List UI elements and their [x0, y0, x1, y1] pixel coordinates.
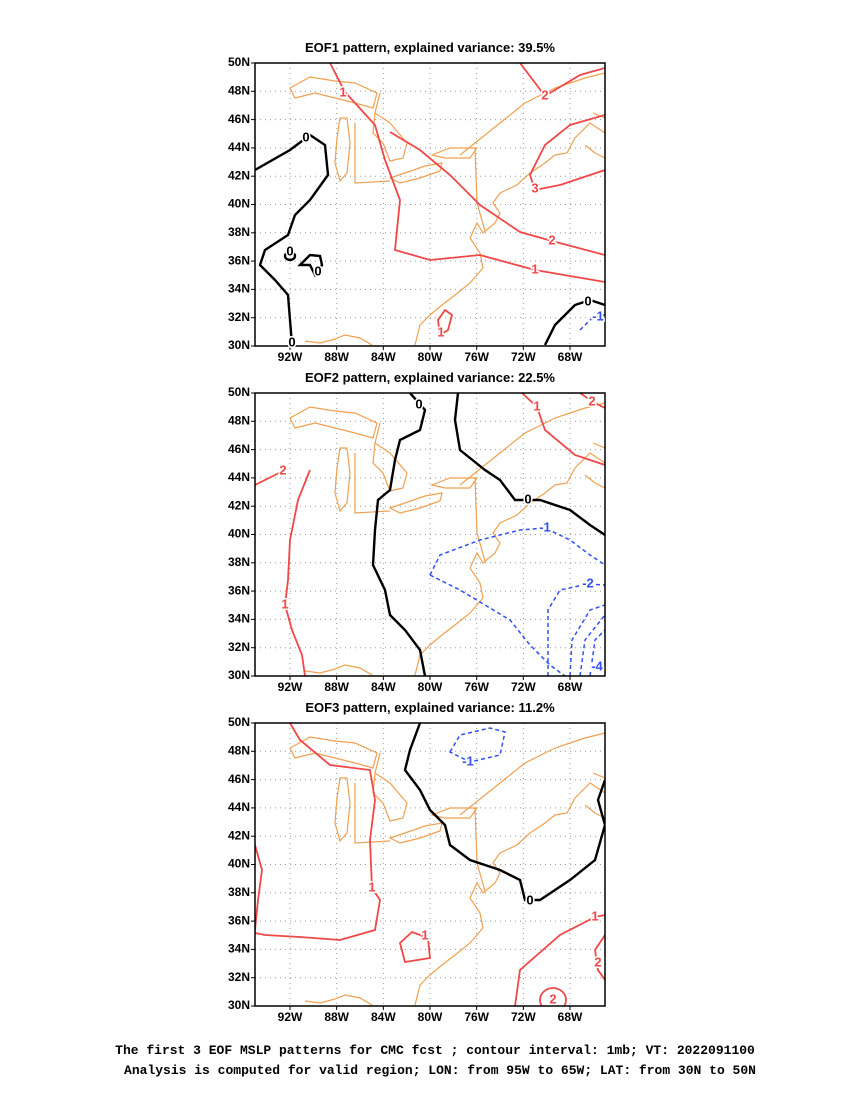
- contour-label: 1: [421, 927, 428, 942]
- y-tick-label: 44N: [228, 470, 250, 484]
- y-tick-label: 36N: [228, 253, 250, 267]
- y-tick-label: 48N: [228, 413, 250, 427]
- plot-frame: [254, 392, 606, 677]
- contour-label: 2: [279, 462, 286, 477]
- contour-label: 2: [548, 232, 555, 247]
- y-tick-label: 40N: [228, 197, 250, 211]
- y-tick-label: 30N: [228, 668, 250, 682]
- contour-label: -1: [592, 308, 604, 323]
- y-tick-label: 38N: [228, 225, 250, 239]
- panel-title: EOF3 pattern, explained variance: 11.2%: [305, 700, 555, 715]
- x-tick-label: 92W: [278, 350, 303, 364]
- contour-label: 1: [531, 261, 538, 276]
- y-tick-label: 42N: [228, 168, 250, 182]
- y-tick-label: 46N: [228, 772, 250, 786]
- x-tick-label: 80W: [418, 350, 443, 364]
- y-tick-label: 40N: [228, 527, 250, 541]
- x-tick-label: 76W: [464, 680, 489, 694]
- y-tick-label: 46N: [228, 112, 250, 126]
- contour-label: 1: [437, 324, 444, 339]
- contour-label: 3: [531, 180, 538, 195]
- y-tick-label: 32N: [228, 970, 250, 984]
- x-tick-label: 88W: [324, 350, 349, 364]
- y-tick-label: 44N: [228, 800, 250, 814]
- contour-label: 1: [591, 908, 598, 923]
- contour-label: 0: [524, 491, 531, 506]
- plot-frame: [254, 62, 606, 347]
- contour-label: 0: [302, 129, 309, 144]
- x-tick-label: 72W: [511, 680, 536, 694]
- panel-2-map: [255, 393, 605, 676]
- x-tick-label: 84W: [371, 680, 396, 694]
- plot-frame: [254, 722, 606, 1007]
- contour-label: -1: [539, 519, 551, 534]
- panel-3-map: [255, 723, 605, 1006]
- y-tick-label: 38N: [228, 885, 250, 899]
- y-tick-label: 36N: [228, 583, 250, 597]
- contour-label: 1: [281, 596, 288, 611]
- footer-line: Analysis is computed for valid region; L…: [124, 1063, 756, 1078]
- contour-label: 1: [533, 398, 540, 413]
- y-tick-label: 30N: [228, 338, 250, 352]
- y-tick-label: 46N: [228, 442, 250, 456]
- y-tick-label: 50N: [228, 55, 250, 69]
- x-tick-label: 88W: [324, 680, 349, 694]
- contour-label: 0: [288, 334, 295, 349]
- x-tick-label: 76W: [464, 350, 489, 364]
- y-tick-label: 44N: [228, 140, 250, 154]
- contour-label: 2: [594, 954, 601, 969]
- contour-label: 2: [541, 87, 548, 102]
- y-tick-label: 42N: [228, 828, 250, 842]
- y-tick-label: 48N: [228, 83, 250, 97]
- y-tick-label: 50N: [228, 715, 250, 729]
- contour-label: 0: [526, 892, 533, 907]
- footer-line: The first 3 EOF MSLP patterns for CMC fc…: [115, 1043, 755, 1058]
- contour-label: -4: [591, 658, 603, 673]
- contour-label: 1: [368, 879, 375, 894]
- x-tick-label: 80W: [418, 680, 443, 694]
- contour-label: -2: [582, 575, 594, 590]
- x-tick-label: 88W: [324, 1010, 349, 1024]
- y-tick-label: 36N: [228, 913, 250, 927]
- x-tick-label: 68W: [558, 1010, 583, 1024]
- y-tick-label: 50N: [228, 385, 250, 399]
- y-tick-label: 34N: [228, 942, 250, 956]
- y-tick-label: 34N: [228, 282, 250, 296]
- contour-label: 2: [549, 991, 556, 1006]
- x-tick-label: 68W: [558, 680, 583, 694]
- y-tick-label: 48N: [228, 743, 250, 757]
- contour-label: 0: [286, 243, 293, 258]
- panel-title: EOF2 pattern, explained variance: 22.5%: [305, 370, 555, 385]
- y-tick-label: 30N: [228, 998, 250, 1012]
- y-tick-label: 32N: [228, 640, 250, 654]
- contour-label: 0: [584, 293, 591, 308]
- contour-label: 1: [339, 84, 346, 99]
- contour-label: 0: [415, 396, 422, 411]
- x-tick-label: 68W: [558, 350, 583, 364]
- y-tick-label: 38N: [228, 555, 250, 569]
- panel-title: EOF1 pattern, explained variance: 39.5%: [305, 40, 555, 55]
- panel-1-map: [255, 63, 605, 345]
- y-tick-label: 34N: [228, 612, 250, 626]
- x-tick-label: 76W: [464, 1010, 489, 1024]
- x-tick-label: 84W: [371, 350, 396, 364]
- contour-label: 2: [588, 393, 595, 408]
- y-tick-label: 42N: [228, 498, 250, 512]
- x-tick-label: 92W: [278, 680, 303, 694]
- x-tick-label: 72W: [511, 1010, 536, 1024]
- x-tick-label: 84W: [371, 1010, 396, 1024]
- y-tick-label: 32N: [228, 310, 250, 324]
- contour-label: 0: [314, 263, 321, 278]
- contour-label: -1: [462, 753, 474, 768]
- x-tick-label: 92W: [278, 1010, 303, 1024]
- grids: [255, 62, 605, 1007]
- x-tick-label: 72W: [511, 350, 536, 364]
- y-tick-label: 40N: [228, 857, 250, 871]
- x-tick-label: 80W: [418, 1010, 443, 1024]
